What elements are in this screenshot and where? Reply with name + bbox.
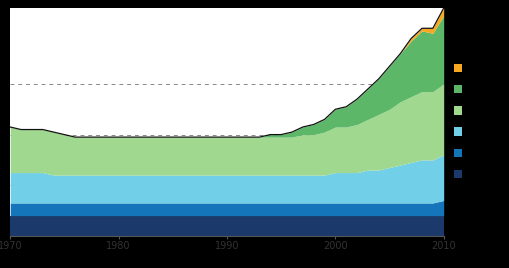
Legend: , , , , , : , , , , , (453, 62, 462, 182)
